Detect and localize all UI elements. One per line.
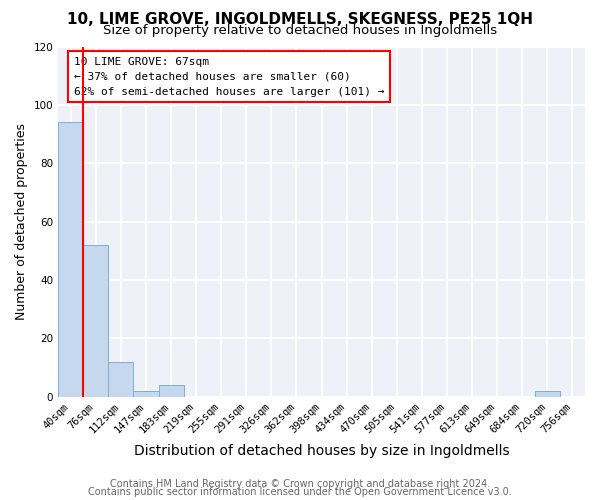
Text: Size of property relative to detached houses in Ingoldmells: Size of property relative to detached ho… (103, 24, 497, 37)
Bar (535, 391, 560, 396)
Bar (158, 385, 184, 396)
Bar (133, 391, 158, 396)
Text: 10 LIME GROVE: 67sqm
← 37% of detached houses are smaller (60)
62% of semi-detac: 10 LIME GROVE: 67sqm ← 37% of detached h… (74, 57, 385, 96)
Bar (58, 122, 83, 396)
Text: Contains HM Land Registry data © Crown copyright and database right 2024.: Contains HM Land Registry data © Crown c… (110, 479, 490, 489)
Text: Contains public sector information licensed under the Open Government Licence v3: Contains public sector information licen… (88, 487, 512, 497)
Text: 10, LIME GROVE, INGOLDMELLS, SKEGNESS, PE25 1QH: 10, LIME GROVE, INGOLDMELLS, SKEGNESS, P… (67, 12, 533, 28)
Bar (109, 362, 133, 396)
X-axis label: Distribution of detached houses by size in Ingoldmells: Distribution of detached houses by size … (134, 444, 509, 458)
Y-axis label: Number of detached properties: Number of detached properties (15, 123, 28, 320)
Bar (83, 245, 109, 396)
